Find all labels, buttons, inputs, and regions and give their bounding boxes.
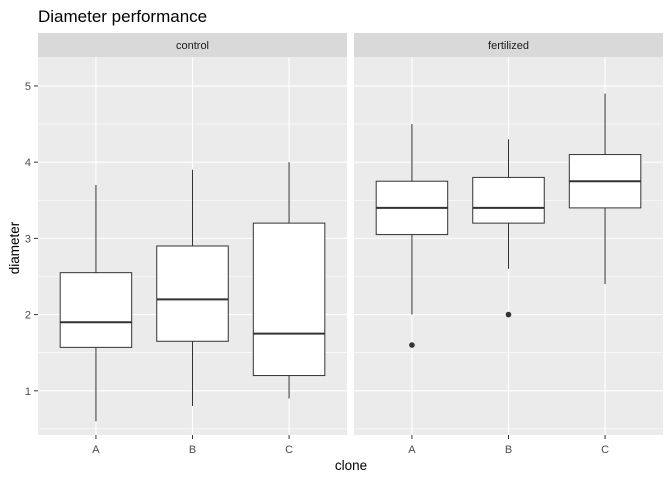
facet-strip [354, 33, 663, 57]
y-tick-label: 4 [25, 157, 31, 169]
x-axis-title: clone [335, 458, 367, 473]
x-tick-label: A [408, 444, 416, 456]
y-tick-label: 1 [25, 386, 31, 398]
outlier-point [409, 342, 415, 348]
box-body [156, 245, 229, 342]
y-axis: 1 2 3 4 5 [25, 81, 38, 398]
y-tick-label: 3 [25, 233, 31, 245]
y-tick-label: 2 [25, 310, 31, 322]
x-tick-label: B [189, 444, 196, 456]
chart-title: Diameter performance [38, 7, 207, 26]
box-control-C [252, 162, 326, 399]
box-fertilized-B [472, 139, 545, 318]
box-fertilized-C [568, 93, 642, 285]
outlier-point [505, 311, 512, 318]
box-body [472, 176, 545, 224]
y-axis-title: diameter [7, 221, 22, 274]
facet-strip-label: control [176, 40, 209, 52]
x-tick-label: B [505, 444, 512, 456]
x-tick-label: C [601, 444, 609, 456]
box-body [59, 272, 133, 348]
facet-panel-fertilized: fertilized A B C [354, 33, 663, 456]
x-tick-label: C [285, 444, 293, 456]
x-tick-label: A [92, 444, 100, 456]
box-control-B [156, 169, 229, 407]
box-body [252, 222, 326, 377]
y-tick-label: 5 [25, 81, 31, 93]
facet-strip-label: fertilized [488, 40, 529, 52]
facet-strip [38, 33, 347, 57]
box-control-A [59, 185, 133, 422]
facet-panel-control: control A B C [38, 33, 347, 456]
box-fertilized-A [375, 124, 449, 348]
